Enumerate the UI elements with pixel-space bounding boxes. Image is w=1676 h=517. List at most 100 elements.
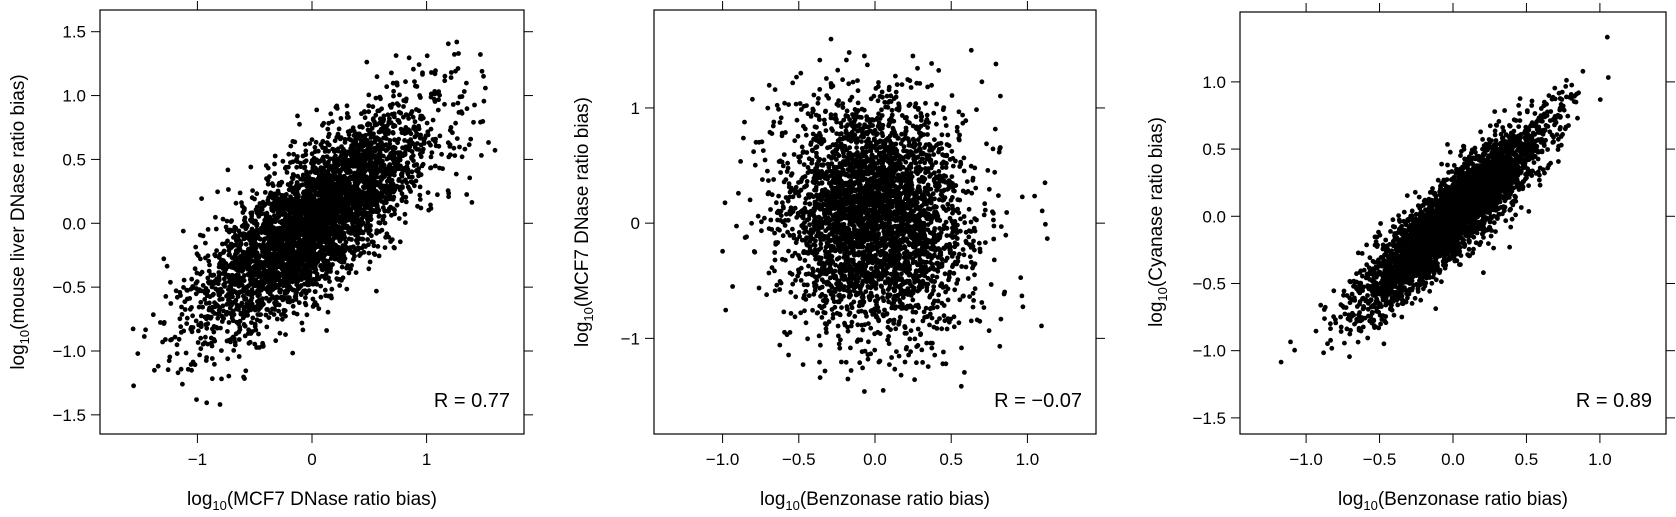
scatter-point [321,274,327,279]
scatter-point [253,229,259,235]
scatter-point [373,112,379,118]
scatter-point [143,327,149,333]
y-tick-label: −1.0 [52,342,86,361]
scatter-point [367,259,373,265]
scatter-point [429,150,435,156]
y-axis-label-log: log [8,344,29,369]
scatter-point [187,296,193,301]
scatter-point [274,215,280,221]
scatter-point [433,136,438,142]
scatter-point [376,129,382,135]
scatter-point [439,151,444,157]
scatter-point [401,194,406,200]
scatter-point [982,201,988,207]
scatter-point [211,329,217,335]
scatter-point [385,147,390,152]
scatter-point [209,284,215,290]
scatter-point [464,80,469,86]
scatter-point [469,200,475,205]
scatter-point [256,331,261,337]
scatter-point [304,183,310,189]
scatter-point [413,178,419,184]
scatter-point [141,334,147,339]
scatter-point [390,189,396,195]
scatter-point [334,276,340,281]
scatter-point [453,120,458,126]
scatter-point [403,128,409,134]
scatter-point [419,163,425,169]
scatter-point [329,204,335,210]
scatter-point [231,312,237,317]
scatter-point [950,210,955,216]
scatter-point [193,318,199,324]
scatter-point [150,312,156,318]
scatter-point [317,173,323,178]
scatter-point [231,228,237,234]
scatter-point [452,52,457,57]
scatter-point [204,400,210,406]
scatter-point [369,160,375,166]
scatter-point [329,286,335,292]
scatter-point [194,251,200,257]
scatter-point [276,302,282,308]
scatter-point [446,190,452,196]
scatter-point [219,257,224,263]
scatter-point [205,341,211,347]
scatter-point [255,211,261,217]
scatter-point [286,151,292,157]
scatter-point [396,109,402,115]
scatter-point [939,326,945,332]
scatter-point [361,185,367,191]
scatter-point [206,268,212,274]
scatter-point [326,120,332,126]
scatter-point [298,160,303,166]
scatter-point [345,225,351,230]
scatter-point [219,319,225,324]
scatter-point [327,156,333,162]
scatter-point [303,148,309,154]
scatter-point [949,93,955,98]
y-tick-label: −0.5 [52,278,86,297]
scatter-point [260,284,266,289]
scatter-point [273,202,279,208]
scatter-point [403,79,408,85]
scatter-point [848,345,853,351]
scatter-point [232,339,238,345]
scatter-point [339,264,345,270]
scatter-point [250,188,256,194]
scatter-point [215,315,221,321]
scatter-point [996,193,1001,199]
scatter-point [479,153,484,158]
scatter-point [258,253,264,258]
scatter-point [220,216,226,222]
scatter-point [197,352,203,358]
scatter-point [259,207,265,212]
scatter-point [327,248,333,254]
scatter-point [369,239,375,245]
scatter-point [211,324,217,329]
scatter-point [998,316,1004,322]
scatter-point [261,274,267,280]
scatter-point [448,75,454,80]
scatter-point [279,248,284,254]
scatter-point [397,92,402,98]
scatter-point [189,305,194,310]
scatter-point [324,264,330,269]
scatter-point [278,287,284,293]
scatter-point [381,113,387,119]
scatter-point [302,141,308,147]
scatter-point [338,116,344,121]
scatter-point [428,126,434,132]
scatter-point [377,179,383,185]
scatter-point [336,126,342,132]
scatter-point [234,290,240,296]
scatter-point [346,177,352,182]
scatter-point [285,215,290,221]
scatter-point [209,376,215,382]
scatter-point [398,126,404,132]
scatter-point [321,120,327,126]
scatter-point [255,288,261,293]
scatter-point [196,328,201,334]
scatter-point [380,162,386,168]
scatter-point [273,277,279,282]
